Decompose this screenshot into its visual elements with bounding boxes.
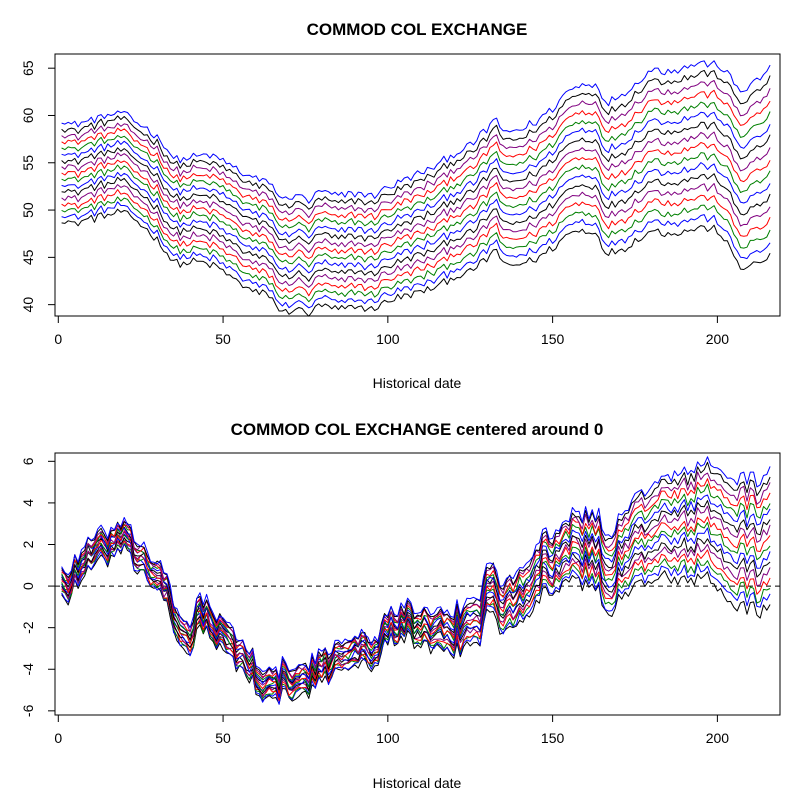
bottom-chart-series-line bbox=[61, 543, 771, 705]
bottom-chart-series-line bbox=[61, 461, 771, 679]
top-chart-x-tick-label: 0 bbox=[54, 331, 62, 347]
top-chart-series-line bbox=[61, 208, 771, 317]
top-chart-panel: COMMOD COL EXCHANGE Historical date 0 50 1… bbox=[20, 20, 781, 391]
bottom-chart-series-line bbox=[61, 540, 771, 702]
bottom-chart-series-line bbox=[61, 527, 771, 698]
bottom-chart-axes: 0 50 100 150 200 -6 -4 -2 0 2 4 6 bbox=[20, 457, 729, 746]
top-chart-axes: 0 50 100 150 200 40 45 50 55 60 65 bbox=[20, 60, 729, 347]
top-chart-x-tick-label: 50 bbox=[215, 331, 231, 347]
top-chart-series-line bbox=[61, 173, 771, 282]
bottom-chart-x-tick-label: 200 bbox=[706, 730, 730, 746]
top-chart-series-line bbox=[61, 89, 771, 225]
bottom-chart-y-tick-label: 6 bbox=[20, 457, 36, 465]
top-chart-series-group bbox=[61, 60, 771, 317]
top-chart-xlabel: Historical date bbox=[373, 375, 462, 391]
bottom-chart-series-line bbox=[61, 471, 771, 683]
bottom-chart-y-tick-label: 0 bbox=[20, 582, 36, 590]
bottom-chart-x-tick-label: 150 bbox=[541, 730, 565, 746]
bottom-chart-plot-frame bbox=[54, 452, 781, 716]
bottom-chart-y-tick-label: -4 bbox=[20, 663, 36, 676]
top-chart-plot-frame bbox=[54, 53, 781, 317]
top-chart-series-line bbox=[61, 201, 771, 309]
bottom-chart-y-tick-label: -2 bbox=[20, 621, 36, 634]
top-chart-y-tick-label: 50 bbox=[20, 202, 36, 218]
top-chart-x-tick-label: 100 bbox=[376, 331, 400, 347]
top-chart-series-line bbox=[61, 121, 771, 245]
bottom-chart-panel: COMMOD COL EXCHANGE centered around 0 Hi… bbox=[20, 420, 781, 791]
bottom-chart-xlabel: Historical date bbox=[373, 775, 462, 791]
bottom-chart-x-tick-label: 0 bbox=[54, 730, 62, 746]
top-chart-series-line bbox=[61, 111, 771, 239]
top-chart-series-line bbox=[61, 101, 771, 233]
top-chart-series-line bbox=[61, 142, 771, 259]
bottom-chart-y-tick-label: -6 bbox=[20, 704, 36, 717]
bottom-chart-x-tick-label: 50 bbox=[215, 730, 231, 746]
top-chart-x-tick-label: 150 bbox=[541, 331, 565, 347]
top-chart-y-tick-label: 45 bbox=[20, 249, 36, 265]
top-chart-series-line bbox=[61, 131, 771, 253]
bottom-chart-y-tick-label: 2 bbox=[20, 540, 36, 548]
top-chart-y-tick-label: 55 bbox=[20, 155, 36, 171]
bottom-chart-series-group bbox=[55, 456, 780, 705]
bottom-chart-series-line bbox=[61, 483, 771, 687]
top-chart-y-tick-label: 40 bbox=[20, 297, 36, 313]
top-chart-series-line bbox=[61, 80, 771, 219]
bottom-chart-series-line bbox=[61, 540, 771, 701]
top-chart-series-line bbox=[61, 60, 771, 204]
top-chart-series-line bbox=[61, 189, 771, 297]
top-chart-series-line bbox=[61, 183, 771, 288]
top-chart-y-tick-label: 60 bbox=[20, 107, 36, 123]
top-chart-series-line bbox=[61, 152, 771, 268]
bottom-chart-series-line bbox=[61, 500, 771, 691]
top-chart-title: COMMOD COL EXCHANGE bbox=[307, 20, 528, 39]
bottom-chart-y-tick-label: 4 bbox=[20, 499, 36, 507]
top-chart-series-line bbox=[61, 162, 771, 274]
top-chart-series-line bbox=[61, 69, 771, 210]
bottom-chart-x-tick-label: 100 bbox=[376, 730, 400, 746]
bottom-chart-series-line bbox=[61, 456, 771, 679]
bottom-chart-series-line bbox=[61, 537, 771, 698]
top-chart-y-tick-label: 65 bbox=[20, 60, 36, 76]
top-chart-x-tick-label: 200 bbox=[706, 331, 730, 347]
bottom-chart-title: COMMOD COL EXCHANGE centered around 0 bbox=[231, 420, 604, 439]
bottom-chart-series-line bbox=[61, 544, 771, 705]
top-chart-series-line bbox=[61, 196, 771, 303]
